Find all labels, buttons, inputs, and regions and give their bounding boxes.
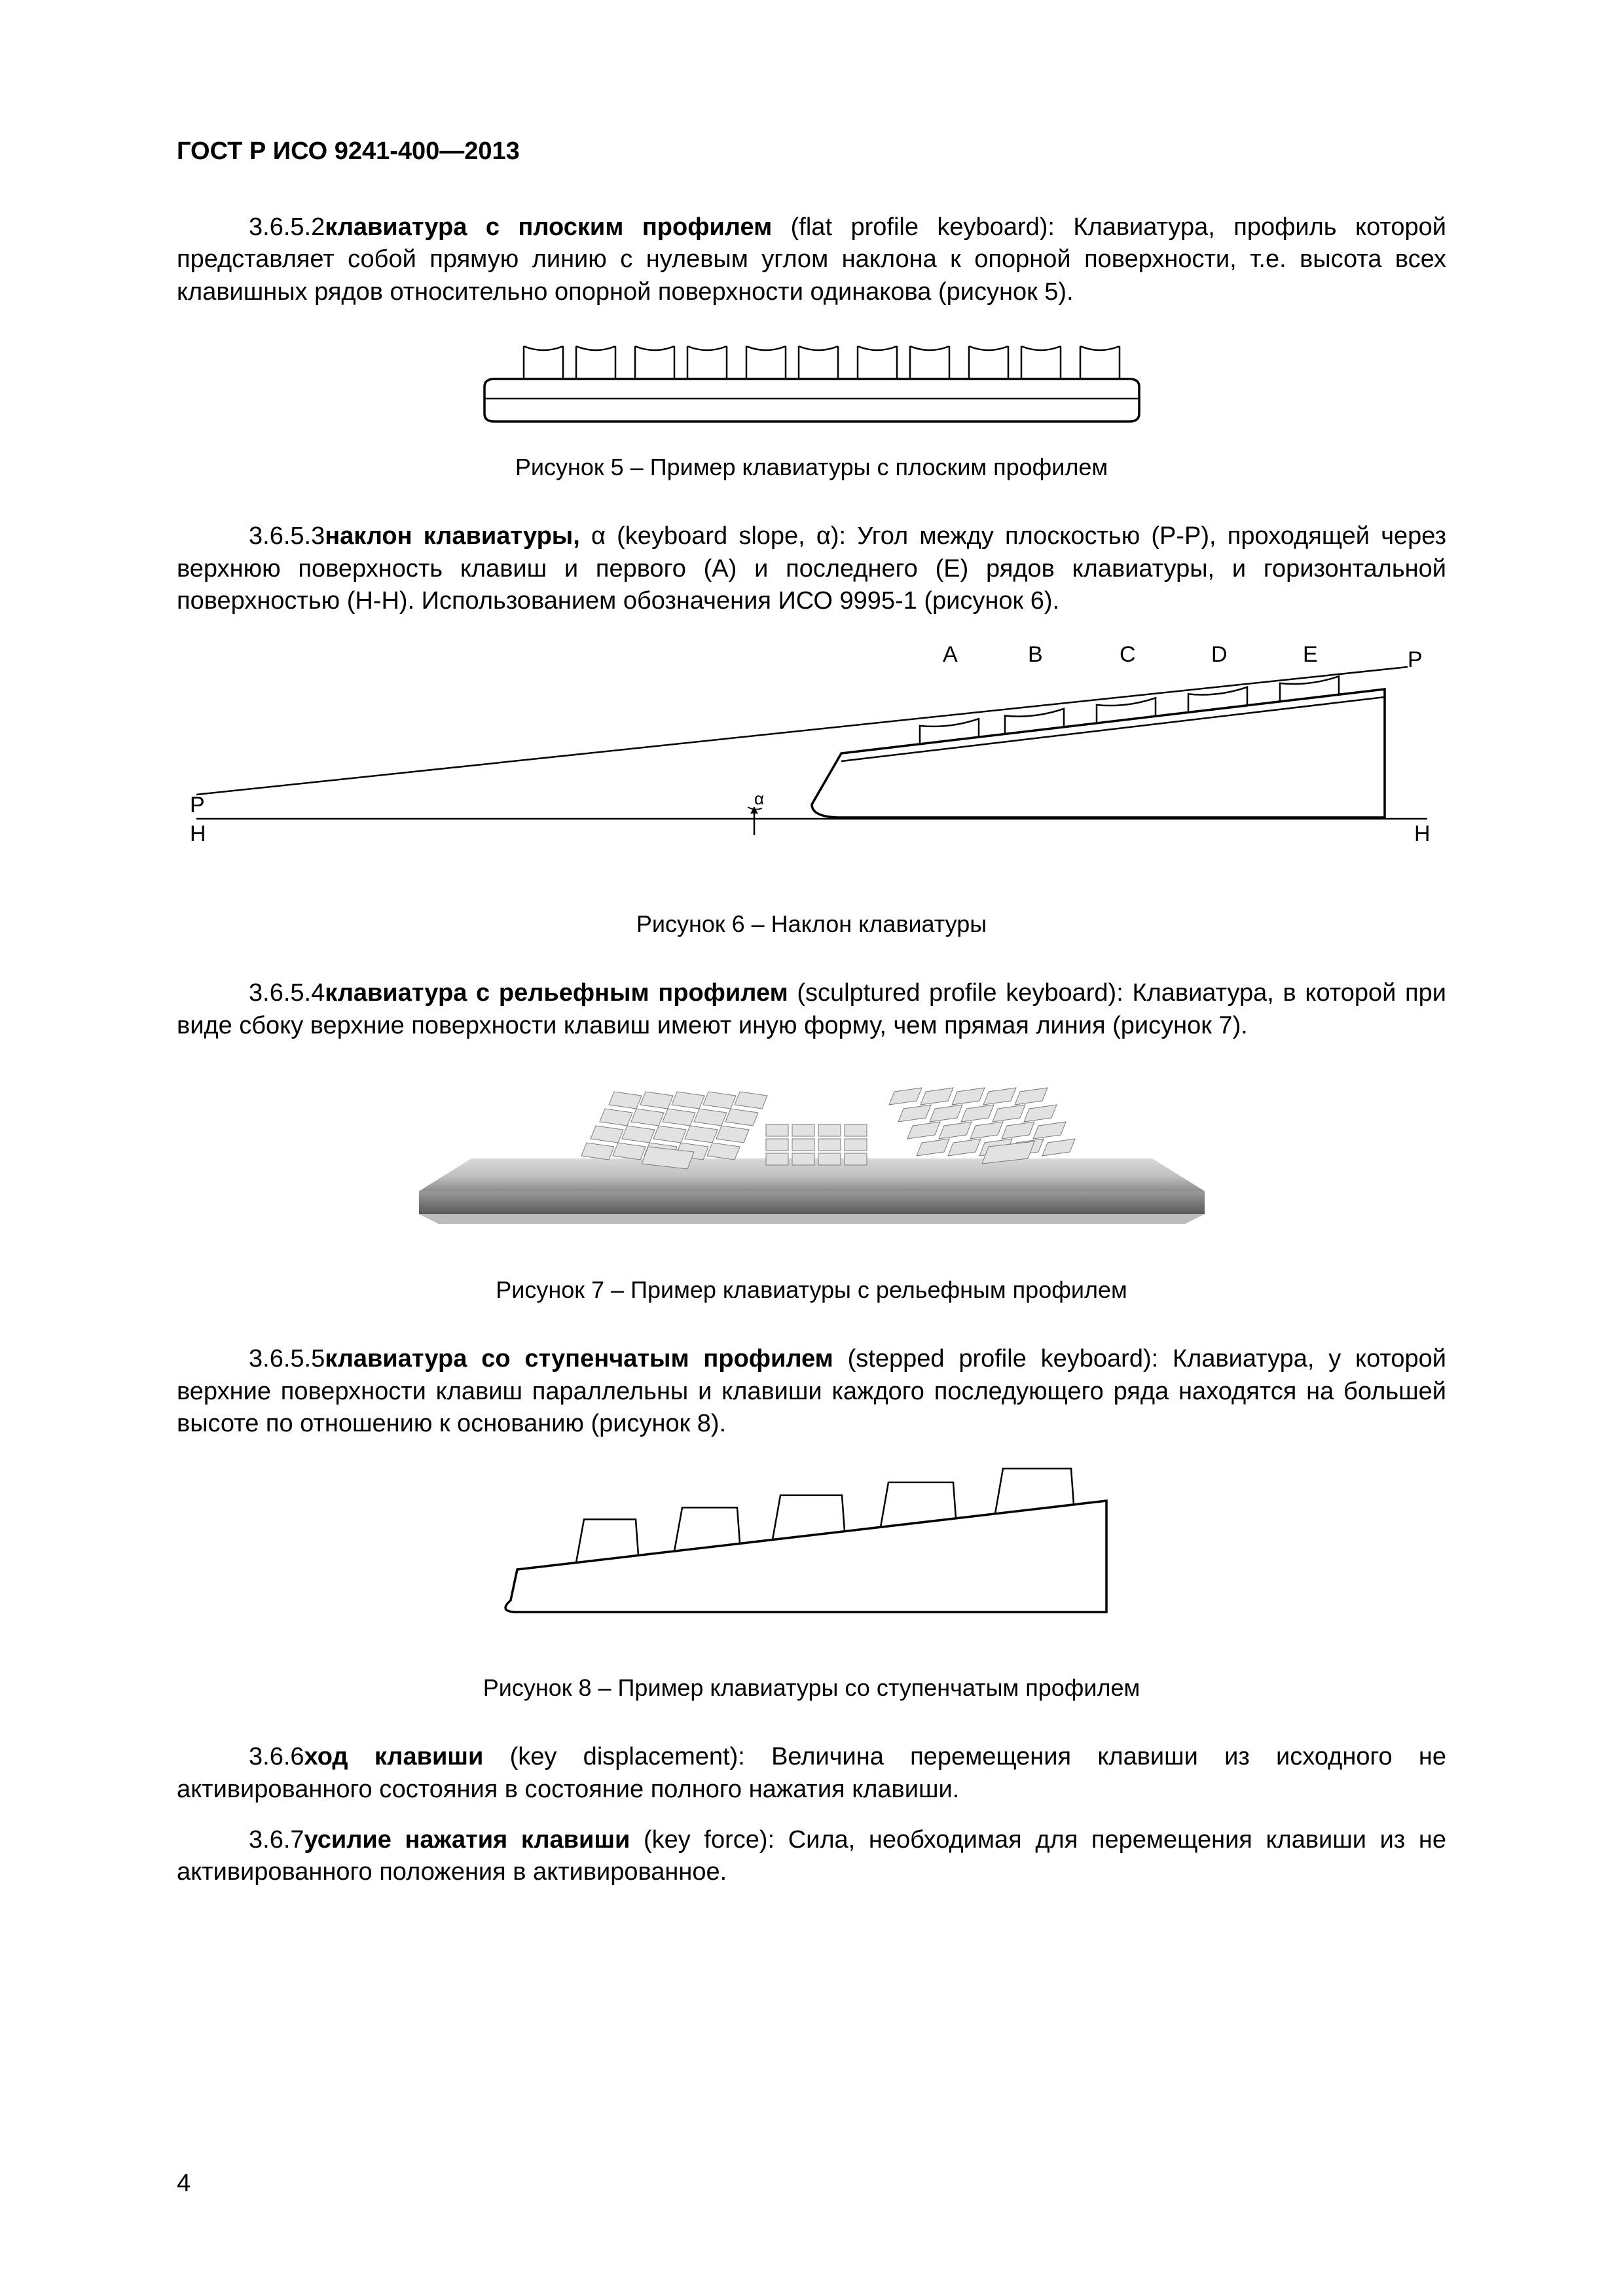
para-3-6-5-4: 3.6.5.4 клавиатура с рельефным профилем … — [177, 977, 1446, 1042]
svg-text:P: P — [1408, 647, 1423, 672]
figure-7-caption: Рисунок 7 – Пример клавиатуры с рельефны… — [177, 1276, 1446, 1304]
svg-text:A: A — [943, 642, 958, 667]
figure-5 — [177, 327, 1446, 438]
figure-8-svg — [491, 1458, 1133, 1641]
para-index: 3.6.5.5 — [249, 1343, 325, 1375]
svg-text:α: α — [754, 789, 764, 808]
figure-8 — [177, 1458, 1446, 1641]
para-index: 3.6.6 — [249, 1741, 304, 1773]
figure-7-svg — [399, 1060, 1224, 1237]
figure-6: HHPPαABCDE — [177, 636, 1446, 871]
para-3-6-6: 3.6.6 ход клавиши (key displacement): Ве… — [177, 1741, 1446, 1806]
page-number: 4 — [177, 2170, 191, 2198]
figure-8-caption: Рисунок 8 – Пример клавиатуры со ступенч… — [177, 1674, 1446, 1702]
para-index: 3.6.5.2 — [249, 211, 325, 243]
para-3-6-5-3: 3.6.5.3 наклон клавиатуры, α (keyboard s… — [177, 520, 1446, 617]
figure-5-caption: Рисунок 5 – Пример клавиатуры с плоским … — [177, 454, 1446, 481]
svg-text:D: D — [1211, 642, 1228, 667]
para-index: 3.6.7 — [249, 1824, 304, 1856]
doc-header: ГОСТ Р ИСО 9241-400—2013 — [177, 137, 1446, 166]
term: ход клавиши — [304, 1743, 484, 1770]
term: клавиатура с плоским профилем — [325, 213, 772, 241]
term: наклон клавиатуры, — [325, 522, 580, 550]
para-3-6-7: 3.6.7 усилие нажатия клавиши (key force)… — [177, 1824, 1446, 1889]
svg-text:C: C — [1120, 642, 1136, 667]
para-3-6-5-5: 3.6.5.5 клавиатура со ступенчатым профил… — [177, 1343, 1446, 1440]
figure-6-svg: HHPPαABCDE — [183, 636, 1440, 871]
para-3-6-5-2: 3.6.5.2 клавиатура с плоским профилем (f… — [177, 211, 1446, 308]
para-index: 3.6.5.4 — [249, 977, 325, 1009]
page: ГОСТ Р ИСО 9241-400—2013 3.6.5.2 клавиат… — [0, 0, 1623, 2296]
svg-text:H: H — [190, 821, 206, 846]
svg-text:H: H — [1414, 821, 1431, 846]
term: клавиатура с рельефным профилем — [325, 979, 788, 1007]
figure-5-svg — [471, 327, 1152, 438]
figure-6-caption: Рисунок 6 – Наклон клавиатуры — [177, 910, 1446, 938]
para-index: 3.6.5.3 — [249, 520, 325, 552]
svg-text:E: E — [1303, 642, 1318, 667]
svg-text:B: B — [1028, 642, 1043, 667]
term: клавиатура со ступенчатым профилем — [325, 1345, 833, 1372]
svg-text:P: P — [190, 793, 205, 817]
figure-7 — [177, 1060, 1446, 1237]
term: усилие нажатия клавиши — [304, 1826, 630, 1854]
